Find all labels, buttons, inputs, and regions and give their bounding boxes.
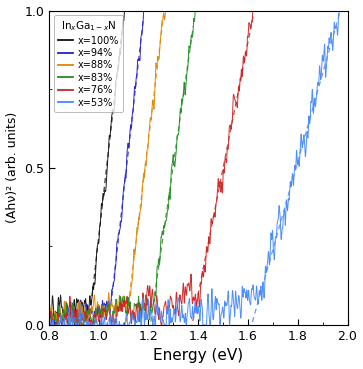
Y-axis label: (Ahν)² (arb. units): (Ahν)² (arb. units) [5, 112, 19, 223]
Legend: x=100%, x=94%, x=88%, x=83%, x=76%, x=53%: x=100%, x=94%, x=88%, x=83%, x=76%, x=53… [54, 15, 123, 111]
X-axis label: Energy (eV): Energy (eV) [153, 348, 243, 363]
